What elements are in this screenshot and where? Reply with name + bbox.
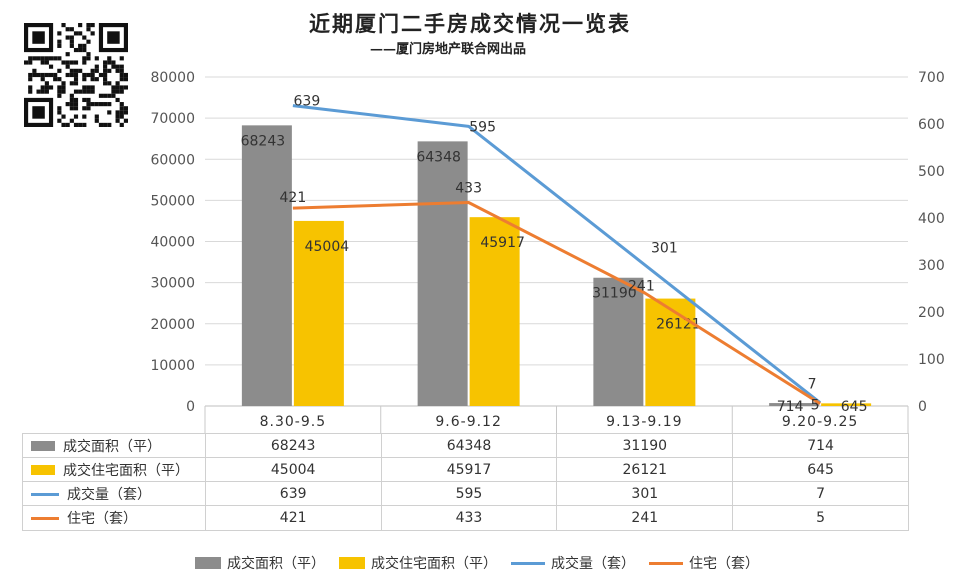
series-name: 成交面积（平） — [63, 439, 161, 455]
data-label-deal-volume: 595 — [469, 119, 496, 135]
bar-deal-area — [769, 403, 820, 406]
category-label: 9.20-9.25 — [782, 414, 858, 430]
table-cell: 68243 — [206, 434, 382, 458]
category-label: 8.30-9.5 — [260, 414, 327, 430]
legend-swatch — [511, 561, 545, 565]
data-label-deal-volume: 7 — [808, 377, 817, 393]
left-axis-tick-label: 0 — [186, 399, 195, 415]
series-name: 住宅（套） — [67, 511, 137, 527]
line-residential-volume — [292, 200, 821, 405]
legend-item: 成交面积（平） — [195, 553, 325, 573]
left-axis-tick-label: 30000 — [150, 276, 195, 292]
data-label-residential-volume: 241 — [628, 279, 655, 295]
data-label-residential-area: 45917 — [480, 235, 525, 251]
data-label-deal-volume: 639 — [294, 94, 321, 110]
legend-item: 成交住宅面积（平） — [339, 553, 497, 573]
data-label-residential-volume: 421 — [280, 190, 307, 206]
table-cell: 26121 — [557, 458, 734, 482]
table-row: 住宅（套） 421 433 241 5 — [22, 505, 910, 531]
right-axis-tick-label: 400 — [918, 211, 945, 227]
bar-deal-area — [241, 125, 292, 407]
data-label-deal-area: 64348 — [416, 149, 461, 165]
data-label-residential-area: 645 — [841, 399, 868, 415]
bar-deal-area — [593, 277, 644, 406]
left-axis-tick-label: 40000 — [150, 235, 195, 251]
data-table: 成交面积（平） 68243 64348 31190 714 成交住宅面积（平） 45004 4… — [22, 433, 910, 531]
chart-subtitle: ——厦门房地产联合网出品 — [370, 42, 527, 57]
table-row-header: 成交住宅面积（平） — [22, 458, 206, 482]
line-deal-volume — [292, 104, 822, 404]
data-label-deal-area: 31190 — [592, 286, 637, 302]
bar-deal-area — [417, 141, 468, 407]
table-cell: 5 — [733, 506, 910, 530]
data-label-deal-volume: 301 — [651, 241, 678, 257]
left-axis-tick-label: 50000 — [150, 193, 195, 209]
right-axis-tick-label: 100 — [918, 352, 945, 368]
qr-code-image — [24, 23, 128, 127]
right-axis-tick-label: 0 — [918, 399, 927, 415]
data-label-residential-volume: 433 — [455, 180, 482, 196]
left-axis-tick-label: 60000 — [150, 152, 195, 168]
data-label-residential-area: 45004 — [305, 239, 350, 255]
chart-legend: 成交面积（平） 成交住宅面积（平） 成交量（套） 住宅（套） — [195, 553, 835, 573]
left-axis-tick-label: 10000 — [150, 358, 195, 374]
bar-residential-area — [645, 298, 696, 406]
table-cell: 645 — [733, 458, 910, 482]
series-name: 成交量（套） — [67, 487, 151, 503]
series-name: 成交住宅面积（平） — [63, 463, 189, 479]
table-cell: 45917 — [382, 458, 558, 482]
legend-swatch — [649, 561, 683, 565]
table-cell: 7 — [733, 482, 910, 506]
table-cell: 639 — [206, 482, 382, 506]
legend-label: 成交住宅面积（平） — [371, 556, 497, 572]
table-row-header: 成交量（套） — [22, 482, 206, 506]
table-row-header: 住宅（套） — [22, 506, 206, 530]
bar-residential-area — [821, 403, 872, 406]
category-label: 9.13-9.19 — [606, 414, 682, 430]
right-axis-tick-label: 300 — [918, 258, 945, 274]
data-label-residential-volume: 5 — [811, 398, 820, 414]
series-key-swatch — [31, 465, 55, 475]
series-key-swatch — [31, 492, 59, 496]
table-cell: 301 — [557, 482, 734, 506]
legend-label: 成交量（套） — [551, 556, 635, 572]
legend-label: 住宅（套） — [689, 556, 759, 572]
bar-residential-area — [293, 220, 344, 406]
legend-item: 成交量（套） — [511, 553, 635, 573]
right-axis-tick-label: 200 — [918, 305, 945, 321]
series-key-swatch — [31, 516, 59, 520]
category-label: 9.6-9.12 — [435, 414, 502, 430]
table-row: 成交量（套） 639 595 301 7 — [22, 481, 910, 506]
table-cell: 45004 — [206, 458, 382, 482]
data-label-deal-area: 68243 — [241, 133, 286, 149]
table-row-header: 成交面积（平） — [22, 434, 206, 458]
bar-residential-area — [469, 217, 520, 406]
legend-swatch — [195, 557, 221, 569]
legend-swatch — [339, 557, 365, 569]
left-axis-tick-label: 20000 — [150, 317, 195, 333]
right-axis-tick-label: 700 — [918, 70, 945, 86]
right-axis-tick-label: 600 — [918, 117, 945, 133]
legend-label: 成交面积（平） — [227, 556, 325, 572]
data-label-deal-area: 714 — [777, 399, 804, 415]
left-axis-tick-label: 70000 — [150, 111, 195, 127]
table-cell: 433 — [382, 506, 558, 530]
legend-item: 住宅（套） — [649, 553, 759, 573]
chart-title: 近期厦门二手房成交情况一览表 — [309, 11, 631, 36]
left-axis-tick-label: 80000 — [150, 70, 195, 86]
table-cell: 595 — [382, 482, 558, 506]
table-cell: 714 — [733, 434, 910, 458]
table-cell: 31190 — [557, 434, 734, 458]
table-row: 成交住宅面积（平） 45004 45917 26121 645 — [22, 457, 910, 482]
series-key-swatch — [31, 441, 55, 451]
table-cell: 421 — [206, 506, 382, 530]
table-cell: 241 — [557, 506, 734, 530]
table-row: 成交面积（平） 68243 64348 31190 714 — [22, 433, 910, 458]
table-cell: 64348 — [382, 434, 558, 458]
right-axis-tick-label: 500 — [918, 164, 945, 180]
